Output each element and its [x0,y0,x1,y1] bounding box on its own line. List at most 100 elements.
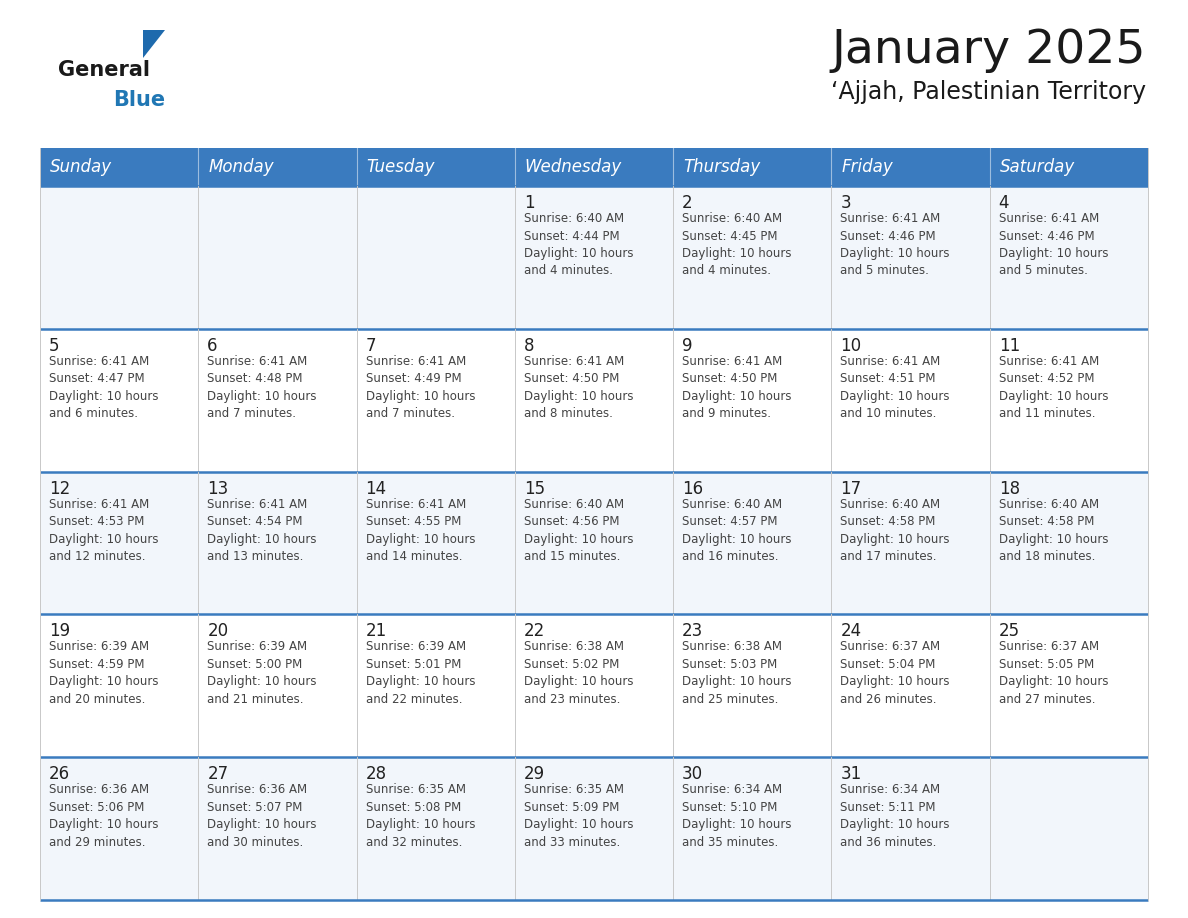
Text: 1: 1 [524,194,535,212]
Text: Sunrise: 6:37 AM
Sunset: 5:05 PM
Daylight: 10 hours
and 27 minutes.: Sunrise: 6:37 AM Sunset: 5:05 PM Dayligh… [999,641,1108,706]
Text: 19: 19 [49,622,70,641]
Bar [674,472,832,614]
Text: 8: 8 [524,337,535,354]
Bar [356,148,514,186]
Text: 12: 12 [49,479,70,498]
Text: ‘Ajjah, Palestinian Territory: ‘Ajjah, Palestinian Territory [830,80,1146,104]
Text: 27: 27 [207,766,228,783]
Bar [832,614,990,757]
Text: Sunrise: 6:41 AM
Sunset: 4:51 PM
Daylight: 10 hours
and 10 minutes.: Sunrise: 6:41 AM Sunset: 4:51 PM Dayligh… [840,354,950,420]
Text: Tuesday: Tuesday [367,158,435,176]
Bar [990,186,1148,329]
Bar [674,186,832,329]
Text: 23: 23 [682,622,703,641]
Text: 15: 15 [524,479,545,498]
Bar [40,148,198,186]
Text: Sunrise: 6:36 AM
Sunset: 5:06 PM
Daylight: 10 hours
and 29 minutes.: Sunrise: 6:36 AM Sunset: 5:06 PM Dayligh… [49,783,158,849]
Text: Sunrise: 6:35 AM
Sunset: 5:09 PM
Daylight: 10 hours
and 33 minutes.: Sunrise: 6:35 AM Sunset: 5:09 PM Dayligh… [524,783,633,849]
Text: 22: 22 [524,622,545,641]
Text: 29: 29 [524,766,545,783]
Text: 3: 3 [840,194,851,212]
Text: Sunrise: 6:40 AM
Sunset: 4:45 PM
Daylight: 10 hours
and 4 minutes.: Sunrise: 6:40 AM Sunset: 4:45 PM Dayligh… [682,212,791,277]
Text: 16: 16 [682,479,703,498]
Bar [990,148,1148,186]
Text: Sunrise: 6:40 AM
Sunset: 4:56 PM
Daylight: 10 hours
and 15 minutes.: Sunrise: 6:40 AM Sunset: 4:56 PM Dayligh… [524,498,633,563]
Bar [832,472,990,614]
Text: Sunrise: 6:41 AM
Sunset: 4:53 PM
Daylight: 10 hours
and 12 minutes.: Sunrise: 6:41 AM Sunset: 4:53 PM Dayligh… [49,498,158,563]
Text: Sunrise: 6:40 AM
Sunset: 4:57 PM
Daylight: 10 hours
and 16 minutes.: Sunrise: 6:40 AM Sunset: 4:57 PM Dayligh… [682,498,791,563]
Bar [832,148,990,186]
Bar [990,329,1148,472]
Bar [40,472,198,614]
Text: Sunrise: 6:34 AM
Sunset: 5:10 PM
Daylight: 10 hours
and 35 minutes.: Sunrise: 6:34 AM Sunset: 5:10 PM Dayligh… [682,783,791,849]
Text: 28: 28 [366,766,387,783]
Text: Sunrise: 6:40 AM
Sunset: 4:58 PM
Daylight: 10 hours
and 17 minutes.: Sunrise: 6:40 AM Sunset: 4:58 PM Dayligh… [840,498,950,563]
Text: 6: 6 [207,337,217,354]
Text: 24: 24 [840,622,861,641]
Text: Sunrise: 6:35 AM
Sunset: 5:08 PM
Daylight: 10 hours
and 32 minutes.: Sunrise: 6:35 AM Sunset: 5:08 PM Dayligh… [366,783,475,849]
Bar [832,329,990,472]
Bar [674,148,832,186]
Bar [514,757,674,900]
Text: 14: 14 [366,479,387,498]
Bar [514,329,674,472]
Text: Sunrise: 6:39 AM
Sunset: 4:59 PM
Daylight: 10 hours
and 20 minutes.: Sunrise: 6:39 AM Sunset: 4:59 PM Dayligh… [49,641,158,706]
Bar [990,757,1148,900]
Bar [40,329,198,472]
Bar [832,186,990,329]
Text: 2: 2 [682,194,693,212]
Text: Sunrise: 6:41 AM
Sunset: 4:48 PM
Daylight: 10 hours
and 7 minutes.: Sunrise: 6:41 AM Sunset: 4:48 PM Dayligh… [207,354,317,420]
Text: Thursday: Thursday [683,158,760,176]
Text: Sunrise: 6:41 AM
Sunset: 4:50 PM
Daylight: 10 hours
and 9 minutes.: Sunrise: 6:41 AM Sunset: 4:50 PM Dayligh… [682,354,791,420]
Text: 13: 13 [207,479,228,498]
Text: 31: 31 [840,766,861,783]
Bar [356,472,514,614]
Text: 18: 18 [999,479,1019,498]
Text: 25: 25 [999,622,1019,641]
Text: Sunrise: 6:41 AM
Sunset: 4:54 PM
Daylight: 10 hours
and 13 minutes.: Sunrise: 6:41 AM Sunset: 4:54 PM Dayligh… [207,498,317,563]
Text: Sunrise: 6:41 AM
Sunset: 4:49 PM
Daylight: 10 hours
and 7 minutes.: Sunrise: 6:41 AM Sunset: 4:49 PM Dayligh… [366,354,475,420]
Text: General: General [58,60,150,80]
Text: Sunrise: 6:36 AM
Sunset: 5:07 PM
Daylight: 10 hours
and 30 minutes.: Sunrise: 6:36 AM Sunset: 5:07 PM Dayligh… [207,783,317,849]
Text: 26: 26 [49,766,70,783]
Bar [832,757,990,900]
Text: Sunrise: 6:40 AM
Sunset: 4:58 PM
Daylight: 10 hours
and 18 minutes.: Sunrise: 6:40 AM Sunset: 4:58 PM Dayligh… [999,498,1108,563]
Text: Sunday: Sunday [50,158,112,176]
Text: 4: 4 [999,194,1010,212]
Text: Sunrise: 6:41 AM
Sunset: 4:50 PM
Daylight: 10 hours
and 8 minutes.: Sunrise: 6:41 AM Sunset: 4:50 PM Dayligh… [524,354,633,420]
Bar [674,614,832,757]
Bar [40,757,198,900]
Bar [674,329,832,472]
Polygon shape [143,30,165,58]
Text: Sunrise: 6:40 AM
Sunset: 4:44 PM
Daylight: 10 hours
and 4 minutes.: Sunrise: 6:40 AM Sunset: 4:44 PM Dayligh… [524,212,633,277]
Text: Sunrise: 6:41 AM
Sunset: 4:55 PM
Daylight: 10 hours
and 14 minutes.: Sunrise: 6:41 AM Sunset: 4:55 PM Dayligh… [366,498,475,563]
Bar [514,472,674,614]
Bar [198,614,356,757]
Text: 7: 7 [366,337,377,354]
Bar [356,186,514,329]
Text: January 2025: January 2025 [832,28,1146,73]
Text: 17: 17 [840,479,861,498]
Bar [198,329,356,472]
Text: Sunrise: 6:41 AM
Sunset: 4:46 PM
Daylight: 10 hours
and 5 minutes.: Sunrise: 6:41 AM Sunset: 4:46 PM Dayligh… [840,212,950,277]
Text: Sunrise: 6:41 AM
Sunset: 4:47 PM
Daylight: 10 hours
and 6 minutes.: Sunrise: 6:41 AM Sunset: 4:47 PM Dayligh… [49,354,158,420]
Text: 30: 30 [682,766,703,783]
Text: 11: 11 [999,337,1020,354]
Bar [990,614,1148,757]
Bar [514,148,674,186]
Text: Sunrise: 6:37 AM
Sunset: 5:04 PM
Daylight: 10 hours
and 26 minutes.: Sunrise: 6:37 AM Sunset: 5:04 PM Dayligh… [840,641,950,706]
Text: Sunrise: 6:34 AM
Sunset: 5:11 PM
Daylight: 10 hours
and 36 minutes.: Sunrise: 6:34 AM Sunset: 5:11 PM Dayligh… [840,783,950,849]
Text: Blue: Blue [113,90,165,110]
Text: Sunrise: 6:39 AM
Sunset: 5:01 PM
Daylight: 10 hours
and 22 minutes.: Sunrise: 6:39 AM Sunset: 5:01 PM Dayligh… [366,641,475,706]
Bar [40,186,198,329]
Bar [198,472,356,614]
Bar [514,614,674,757]
Text: 10: 10 [840,337,861,354]
Text: Monday: Monday [208,158,274,176]
Text: Friday: Friday [841,158,893,176]
Bar [356,757,514,900]
Text: Sunrise: 6:39 AM
Sunset: 5:00 PM
Daylight: 10 hours
and 21 minutes.: Sunrise: 6:39 AM Sunset: 5:00 PM Dayligh… [207,641,317,706]
Bar [990,472,1148,614]
Text: Sunrise: 6:38 AM
Sunset: 5:02 PM
Daylight: 10 hours
and 23 minutes.: Sunrise: 6:38 AM Sunset: 5:02 PM Dayligh… [524,641,633,706]
Text: Sunrise: 6:41 AM
Sunset: 4:46 PM
Daylight: 10 hours
and 5 minutes.: Sunrise: 6:41 AM Sunset: 4:46 PM Dayligh… [999,212,1108,277]
